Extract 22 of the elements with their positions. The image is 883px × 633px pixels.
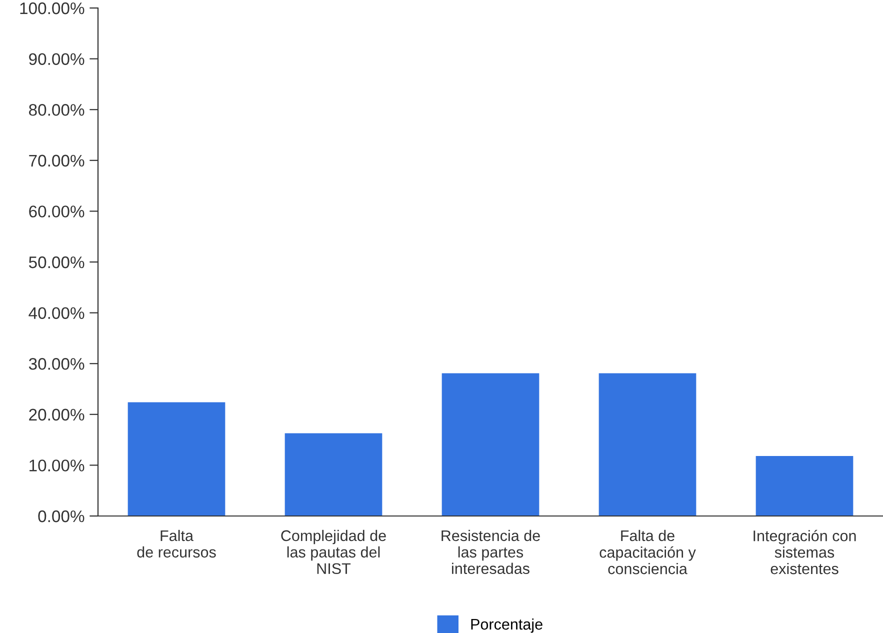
bar: [442, 373, 540, 516]
x-tick-label: Resistencia de las partes interesadas: [442, 530, 540, 574]
x-tick-label: Falta de recursos: [137, 530, 216, 558]
y-tick-label: 10.00%: [30, 460, 84, 472]
x-tick-label: Falta de capacitación y consciencia: [600, 530, 696, 574]
y-tick-label: 70.00%: [29, 154, 84, 167]
y-tick-label: 50.00%: [28, 256, 84, 268]
y-tick-label: 30.00%: [28, 358, 84, 370]
y-tick-label: 20.00%: [29, 408, 84, 421]
legend-label: Porcentaje: [471, 618, 542, 633]
y-tick-label: 40.00%: [28, 307, 84, 320]
x-tick-label: Complejidad de las pautas del NIST: [281, 530, 386, 574]
bar: [284, 433, 382, 516]
y-tick-label: 0.00%: [38, 510, 84, 522]
bar: [128, 402, 226, 516]
y-tick-label: 80.00%: [29, 104, 84, 116]
bar: [756, 456, 854, 516]
y-tick-label: 60.00%: [29, 206, 84, 218]
x-tick-label: Integración con sistemas existentes: [754, 530, 856, 574]
y-tick-label: 90.00%: [29, 53, 84, 66]
y-tick-label: 100.00%: [20, 2, 84, 14]
bar: [598, 373, 696, 516]
